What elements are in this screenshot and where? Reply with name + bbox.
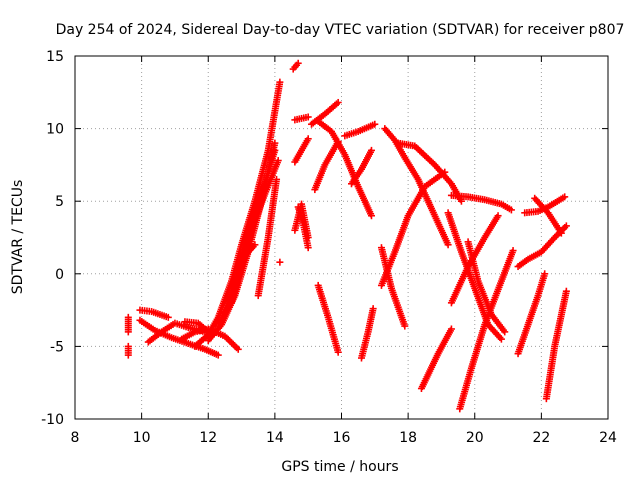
x-tick-label: 18 — [399, 430, 417, 446]
data-point-marker — [562, 222, 570, 230]
data-series — [124, 313, 132, 336]
data-point-marker — [444, 241, 452, 249]
x-tick-label: 10 — [133, 430, 151, 446]
data-series — [311, 138, 342, 194]
data-series — [514, 270, 549, 358]
data-series — [228, 157, 282, 307]
data-point-marker — [401, 322, 409, 330]
data-marks — [124, 59, 570, 413]
data-series — [254, 175, 281, 300]
x-axis-label: GPS time / hours — [281, 459, 398, 475]
data-series — [289, 59, 302, 73]
y-tick-label: -10 — [41, 412, 64, 428]
data-point-marker — [367, 146, 375, 154]
data-point-marker — [507, 206, 515, 214]
grid-lines — [75, 56, 608, 419]
data-point-marker — [276, 258, 284, 266]
data-series — [191, 78, 284, 350]
x-tick-label: 22 — [532, 430, 550, 446]
data-point-marker — [562, 287, 570, 295]
y-tick-label: 15 — [46, 49, 64, 65]
data-series — [514, 222, 570, 271]
data-point-marker — [214, 351, 222, 359]
x-tick-label: 8 — [71, 430, 80, 446]
data-point-marker — [447, 325, 455, 333]
data-point-marker — [367, 212, 375, 220]
data-point-marker — [501, 328, 509, 336]
y-tick-label: -5 — [50, 339, 64, 355]
data-series — [341, 120, 379, 140]
data-series — [444, 209, 505, 343]
x-tick-label: 20 — [466, 430, 484, 446]
data-series — [294, 203, 312, 252]
data-point-marker — [509, 247, 517, 255]
data-series — [381, 125, 452, 249]
data-series — [464, 238, 509, 336]
data-series — [314, 281, 342, 356]
data-series — [417, 325, 455, 393]
y-axis-label: SDTVAR / TECUs — [10, 180, 26, 295]
data-point-marker — [304, 244, 312, 252]
data-point-marker — [274, 157, 282, 165]
data-point-marker — [251, 241, 259, 249]
x-tick-label: 12 — [199, 430, 217, 446]
data-point-marker — [334, 98, 342, 106]
data-point-marker — [557, 229, 565, 237]
data-series — [542, 287, 570, 403]
data-series — [314, 117, 375, 220]
data-series — [276, 258, 284, 266]
data-point-marker — [334, 348, 342, 356]
data-series — [234, 241, 259, 271]
y-tick-label: 10 — [46, 122, 64, 138]
data-point-marker — [271, 146, 279, 154]
data-series — [124, 342, 132, 359]
data-point-marker — [124, 351, 132, 359]
data-point-marker — [541, 270, 549, 278]
data-series — [447, 191, 515, 214]
data-series — [357, 305, 377, 362]
data-point-marker — [273, 175, 281, 183]
data-point-marker — [371, 120, 379, 128]
axis-ticks: 8 10 12 14 16 18 20 22 24 -10 -5 0 5 10 15 — [41, 49, 617, 446]
data-point-marker — [276, 78, 284, 86]
data-point-marker — [271, 139, 279, 147]
data-point-marker — [294, 59, 302, 67]
y-tick-label: 0 — [55, 267, 64, 283]
data-series — [347, 146, 375, 188]
data-series — [531, 194, 565, 237]
x-tick-label: 14 — [266, 430, 284, 446]
data-point-marker — [124, 328, 132, 336]
data-point-marker — [304, 135, 312, 143]
data-point-marker — [234, 345, 242, 353]
data-series — [447, 212, 502, 307]
y-tick-label: 5 — [55, 194, 64, 210]
x-tick-label: 16 — [333, 430, 351, 446]
data-series — [291, 135, 312, 166]
data-point-marker — [497, 335, 505, 343]
data-point-marker — [494, 212, 502, 220]
data-series — [291, 113, 312, 124]
chart-title: Day 254 of 2024, Sidereal Day-to-day VTE… — [56, 22, 625, 38]
data-point-marker — [304, 113, 312, 121]
data-series — [456, 247, 517, 413]
data-series — [136, 306, 172, 321]
x-tick-label: 24 — [599, 430, 617, 446]
data-point-marker — [369, 305, 377, 313]
data-point-marker — [164, 313, 172, 321]
data-point-marker — [561, 193, 569, 201]
